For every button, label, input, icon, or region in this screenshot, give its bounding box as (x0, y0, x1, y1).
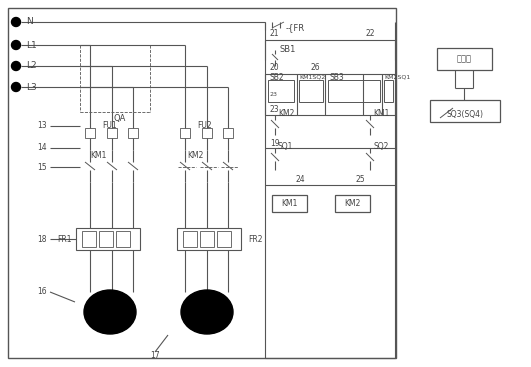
Text: SQ3(SQ4): SQ3(SQ4) (447, 110, 484, 120)
Bar (335, 195, 370, 212)
Text: KM1SQ2: KM1SQ2 (299, 75, 326, 80)
Text: FR1: FR1 (57, 235, 72, 243)
Bar (128, 128, 138, 138)
Bar (272, 195, 307, 212)
Bar (76, 228, 140, 250)
Circle shape (12, 83, 21, 91)
Text: KM1: KM1 (90, 152, 106, 160)
Circle shape (12, 62, 21, 70)
Bar (299, 80, 323, 102)
Text: L3: L3 (26, 83, 37, 91)
Bar (116, 231, 130, 247)
Text: SB2: SB2 (270, 73, 285, 81)
Text: FU2: FU2 (198, 121, 212, 131)
Text: 23: 23 (270, 92, 278, 98)
Bar (85, 128, 95, 138)
Circle shape (12, 18, 21, 26)
Text: KM2: KM2 (187, 152, 203, 160)
Bar (202, 128, 212, 138)
Bar (217, 231, 231, 247)
Text: N: N (26, 18, 33, 26)
Text: SB3: SB3 (329, 73, 344, 81)
Bar (177, 228, 241, 250)
Ellipse shape (84, 290, 136, 334)
Text: FR2: FR2 (248, 235, 262, 243)
Bar (200, 231, 214, 247)
Text: 20: 20 (270, 63, 280, 73)
Text: 17: 17 (150, 352, 160, 360)
Text: KM2SQ1: KM2SQ1 (384, 75, 410, 80)
Text: SQ2: SQ2 (373, 142, 388, 150)
Text: 16: 16 (37, 287, 47, 297)
Text: SB1: SB1 (280, 46, 296, 55)
Text: 26: 26 (311, 63, 320, 73)
Text: KM2: KM2 (344, 199, 360, 207)
Text: 15: 15 (37, 163, 47, 171)
Bar (384, 80, 393, 102)
Text: L2: L2 (26, 62, 37, 70)
Text: 21: 21 (270, 29, 279, 39)
Text: 24: 24 (295, 175, 305, 185)
Text: 23: 23 (270, 105, 280, 115)
Text: QA: QA (114, 113, 126, 123)
Bar (328, 80, 380, 102)
Bar (8, 8, 396, 358)
Circle shape (12, 40, 21, 50)
Bar (437, 48, 492, 70)
Text: KM2: KM2 (278, 109, 294, 117)
Bar (430, 100, 500, 122)
Text: KM1: KM1 (281, 199, 297, 207)
Text: 14: 14 (37, 143, 47, 153)
Bar (183, 231, 197, 247)
Text: FU1: FU1 (102, 121, 117, 131)
Text: -{FR: -{FR (286, 23, 305, 33)
Text: SQ1: SQ1 (278, 142, 293, 150)
Text: 18: 18 (37, 235, 47, 243)
Bar (180, 128, 190, 138)
Text: 25: 25 (355, 175, 365, 185)
Text: 13: 13 (37, 121, 47, 131)
Bar (99, 231, 113, 247)
Bar (223, 128, 233, 138)
Bar (107, 128, 117, 138)
Text: KM1: KM1 (373, 109, 389, 117)
Ellipse shape (181, 290, 233, 334)
Text: L1: L1 (26, 40, 37, 50)
Text: 计数器: 计数器 (457, 55, 472, 63)
Text: 19: 19 (270, 138, 280, 148)
Text: 22: 22 (365, 29, 374, 39)
Bar (268, 80, 294, 102)
Bar (82, 231, 96, 247)
